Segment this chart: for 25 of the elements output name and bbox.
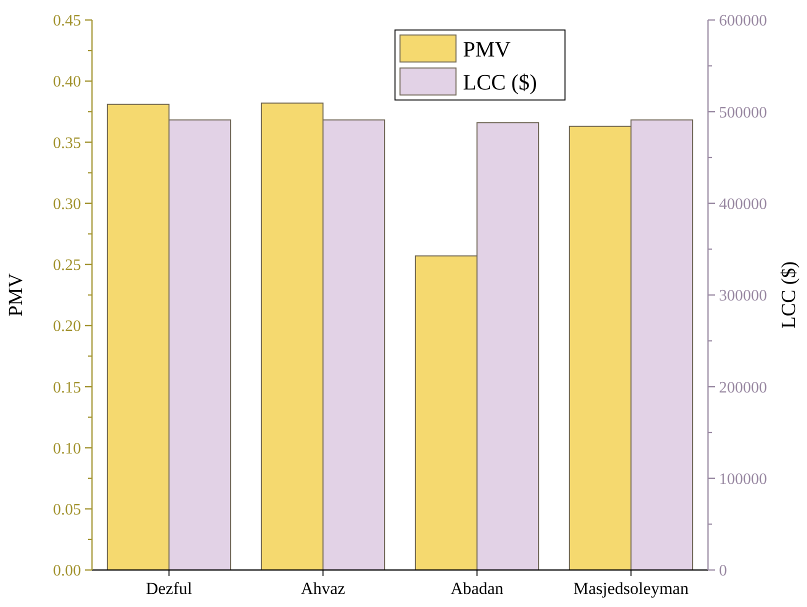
y-tick-label: 0.05 bbox=[53, 501, 81, 518]
y2-tick-label: 100000 bbox=[719, 470, 767, 488]
y2-tick-label: 500000 bbox=[719, 104, 767, 122]
y-tick-label: 0.30 bbox=[53, 196, 81, 213]
legend-label: LCC ($) bbox=[463, 70, 537, 95]
x-tick-label: Abadan bbox=[450, 579, 504, 598]
x-tick-label: Ahvaz bbox=[300, 579, 346, 598]
x-tick-label: Dezful bbox=[146, 579, 192, 598]
x-tick-label: Masjedsoleyman bbox=[573, 579, 690, 598]
y2-axis-title: LCC ($) bbox=[778, 261, 800, 329]
y-tick-label: 0.35 bbox=[53, 134, 81, 152]
y2-tick-label: 600000 bbox=[719, 12, 767, 30]
y-tick-label: 0.25 bbox=[53, 257, 81, 274]
y-tick-label: 0.00 bbox=[53, 562, 81, 580]
legend-label: PMV bbox=[463, 36, 511, 62]
y-tick-label: 0.45 bbox=[53, 12, 81, 30]
y-tick-label: 0.40 bbox=[53, 74, 81, 91]
y2-tick-label: 400000 bbox=[719, 196, 767, 213]
y2-tick-label: 0 bbox=[719, 562, 727, 580]
y-tick-label: 0.15 bbox=[53, 379, 81, 396]
y-axis-title: PMV bbox=[5, 272, 27, 317]
y2-tick-label: 200000 bbox=[719, 379, 767, 396]
y-tick-label: 0.20 bbox=[53, 318, 81, 336]
y2-tick-label: 300000 bbox=[719, 288, 767, 305]
y-tick-label: 0.10 bbox=[53, 440, 81, 458]
